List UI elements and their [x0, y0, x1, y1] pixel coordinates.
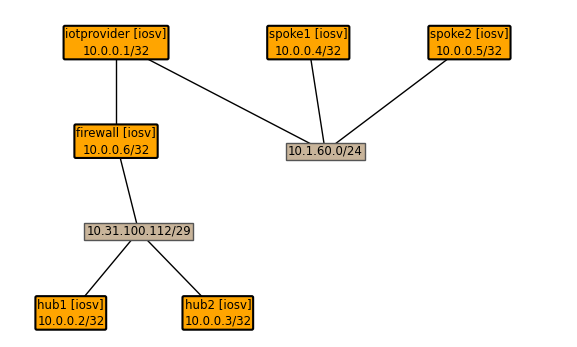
Text: spoke1 [iosv]
10.0.0.4/32: spoke1 [iosv] 10.0.0.4/32	[269, 27, 347, 58]
Text: spoke2 [iosv]
10.0.0.5/32: spoke2 [iosv] 10.0.0.5/32	[430, 27, 509, 58]
Text: 10.1.60.0/24: 10.1.60.0/24	[288, 145, 363, 158]
Text: iotprovider [iosv]
10.0.0.1/32: iotprovider [iosv] 10.0.0.1/32	[65, 27, 167, 58]
Text: hub1 [iosv]
10.0.0.2/32: hub1 [iosv] 10.0.0.2/32	[37, 298, 104, 328]
Text: hub2 [iosv]
10.0.0.3/32: hub2 [iosv] 10.0.0.3/32	[184, 298, 252, 328]
Text: firewall [iosv]
10.0.0.6/32: firewall [iosv] 10.0.0.6/32	[76, 126, 156, 156]
Text: 10.31.100.112/29: 10.31.100.112/29	[87, 225, 191, 238]
